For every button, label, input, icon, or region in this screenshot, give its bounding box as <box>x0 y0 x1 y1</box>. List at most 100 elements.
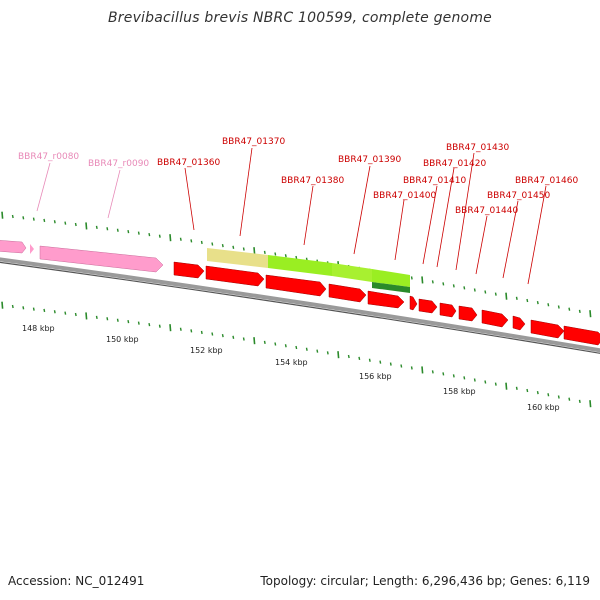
ruler-label: 150 kbp <box>106 335 139 344</box>
minor-tick <box>43 218 46 223</box>
minor-tick <box>274 252 277 256</box>
gene-label[interactable]: BBR47_01460 <box>515 176 578 186</box>
minor-tick <box>284 254 287 258</box>
gene-label[interactable]: BBR47_01370 <box>222 137 285 147</box>
gene-label[interactable]: BBR47_01450 <box>487 191 550 201</box>
minor-tick <box>158 234 161 238</box>
minor-tick <box>515 386 518 390</box>
ruler-label: 154 kbp <box>275 358 308 367</box>
major-tick <box>169 324 172 332</box>
minor-tick <box>463 376 466 380</box>
minor-tick <box>284 344 287 348</box>
minor-tick <box>526 388 529 393</box>
gene-feature[interactable] <box>205 265 265 287</box>
major-tick <box>505 292 508 300</box>
minor-tick <box>64 311 67 315</box>
minor-tick <box>137 321 140 325</box>
gene-feature[interactable] <box>563 325 600 346</box>
minor-tick <box>526 298 529 303</box>
gene-feature[interactable] <box>0 240 27 254</box>
gene-feature[interactable] <box>439 302 457 318</box>
gene-feature[interactable] <box>268 255 332 276</box>
major-tick <box>1 301 4 309</box>
forward-strand-features <box>0 240 410 293</box>
gene-feature[interactable] <box>372 269 410 287</box>
minor-tick <box>316 349 319 353</box>
gene-feature[interactable] <box>265 274 327 297</box>
gene-feature[interactable] <box>481 309 509 328</box>
gene-feature[interactable] <box>512 315 526 331</box>
minor-tick <box>389 362 392 366</box>
minor-tick <box>242 247 245 251</box>
gene-feature[interactable] <box>530 319 565 339</box>
gene-label[interactable]: BBR47_01360 <box>157 158 220 168</box>
minor-tick <box>358 356 361 361</box>
minor-tick <box>22 216 25 220</box>
gene-feature[interactable] <box>367 290 405 309</box>
minor-tick <box>347 354 350 359</box>
gene-feature[interactable] <box>30 244 34 254</box>
minor-tick <box>106 317 109 321</box>
minor-tick <box>22 306 25 310</box>
minor-tick <box>221 334 224 338</box>
gene-feature[interactable] <box>409 295 418 311</box>
gene-feature[interactable] <box>173 261 205 279</box>
gene-label[interactable]: BBR47_r0090 <box>88 159 149 169</box>
minor-tick <box>326 351 329 355</box>
cds-features <box>173 261 600 346</box>
minor-tick <box>137 231 140 235</box>
gene-feature[interactable] <box>39 245 164 273</box>
minor-tick <box>32 217 35 221</box>
minor-tick <box>95 225 98 229</box>
minor-tick <box>74 312 77 317</box>
minor-tick <box>578 309 581 314</box>
minor-tick <box>484 380 487 384</box>
major-tick <box>337 351 340 359</box>
major-tick <box>505 382 508 390</box>
minor-tick <box>557 305 560 309</box>
gene-label[interactable]: BBR47_01440 <box>455 206 518 216</box>
minor-tick <box>568 307 571 311</box>
gene-label[interactable]: BBR47_r0080 <box>18 152 79 162</box>
gene-feature[interactable] <box>418 298 438 314</box>
minor-tick <box>53 220 56 224</box>
minor-tick <box>431 370 434 374</box>
genome-backbone-shadow <box>0 261 600 354</box>
minor-tick <box>116 318 119 322</box>
minor-tick <box>484 290 487 294</box>
major-tick <box>85 222 88 230</box>
gene-label[interactable]: BBR47_01400 <box>373 191 436 201</box>
gene-label-group: BBR47_r0080 BBR47_r0090 BBR47_01360 BBR4… <box>18 137 578 216</box>
ruler-label: 156 kbp <box>359 372 392 381</box>
minor-tick <box>232 245 235 249</box>
gene-label[interactable]: BBR47_01430 <box>446 143 509 153</box>
ruler-label: 158 kbp <box>443 387 476 396</box>
gene-feature[interactable] <box>328 283 367 303</box>
minor-tick <box>400 364 403 368</box>
gene-feature[interactable] <box>372 282 410 293</box>
minor-tick <box>473 378 476 382</box>
minor-tick <box>11 304 14 309</box>
minor-tick <box>43 308 46 313</box>
gene-label[interactable]: BBR47_01380 <box>281 176 344 186</box>
minor-tick <box>64 221 67 225</box>
gene-feature[interactable] <box>332 263 372 282</box>
minor-tick <box>148 323 151 327</box>
minor-tick <box>211 242 214 246</box>
ruler-label: 152 kbp <box>190 346 223 355</box>
gene-feature[interactable] <box>207 248 268 268</box>
gene-feature[interactable] <box>458 305 478 322</box>
major-tick <box>85 312 88 320</box>
minor-tick <box>442 372 445 376</box>
gene-label[interactable]: BBR47_01390 <box>338 155 401 165</box>
gene-label[interactable]: BBR47_01420 <box>423 159 486 169</box>
minor-tick <box>127 320 130 324</box>
major-tick <box>253 247 256 255</box>
minor-tick <box>473 288 476 292</box>
minor-tick <box>232 335 235 339</box>
minor-tick <box>32 307 35 311</box>
minor-tick <box>452 374 455 378</box>
minor-tick <box>557 395 560 399</box>
gene-label[interactable]: BBR47_01410 <box>403 176 466 186</box>
